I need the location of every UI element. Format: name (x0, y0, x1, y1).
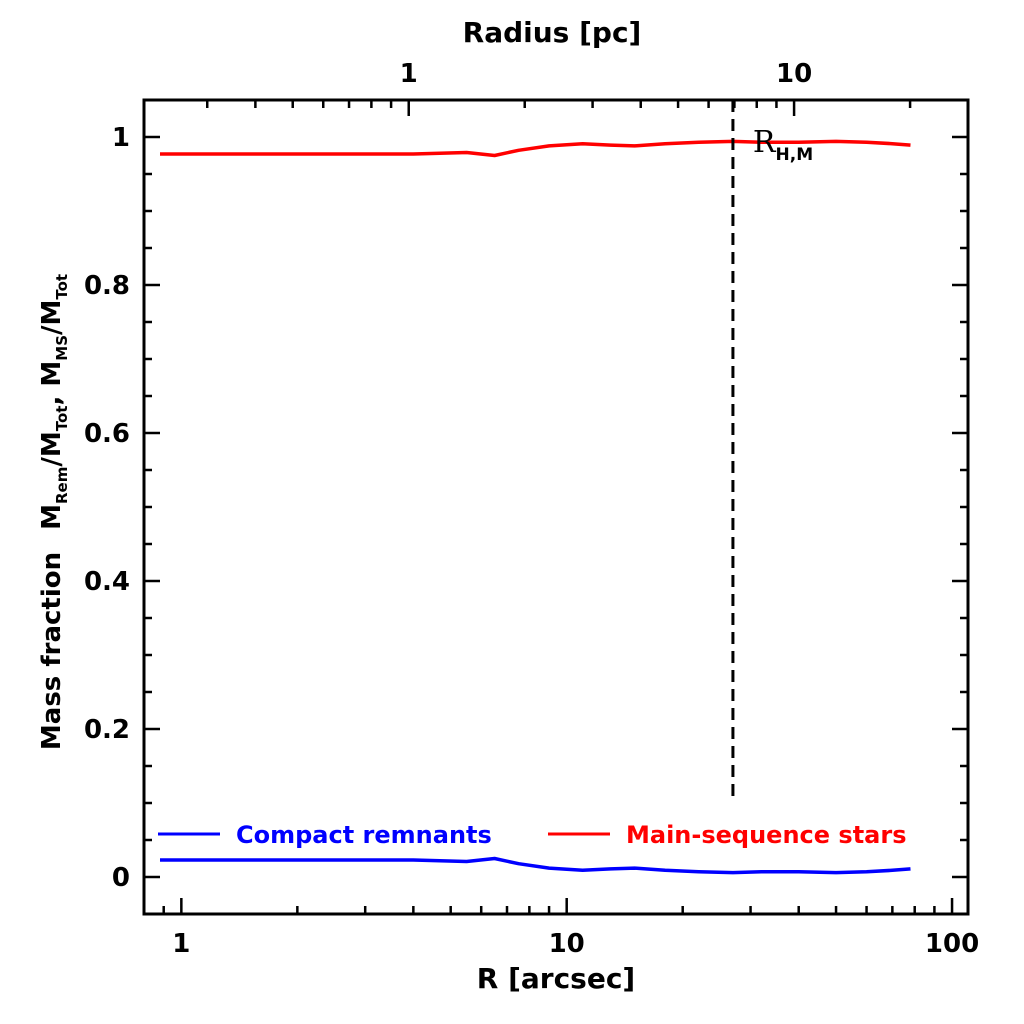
legend-label-compact-remnants: Compact remnants (236, 821, 492, 849)
annotation-base: R (753, 125, 777, 160)
y-axis-rem-over-sub: Tot (53, 406, 71, 432)
y-axis-ms-sub: MS (53, 335, 71, 361)
y-axis-rem-sub: Rem (53, 467, 71, 504)
y-tick-label: 0.4 (84, 567, 130, 597)
top-axis-title: Radius [pc] (463, 16, 642, 49)
y-tick-label: 0.2 (84, 715, 130, 745)
ticks-layer (142, 100, 968, 916)
y-axis-rem-base: M (37, 504, 67, 530)
series-compact-remnants (160, 856, 911, 875)
y-axis-title: Mass fractionMRem/MTot, MMS/MTot (37, 274, 71, 750)
y-axis-rem-over: /M (37, 431, 67, 466)
y-axis-ms-base: M (37, 361, 67, 387)
annotation-sub: H,M (776, 145, 814, 165)
x-tick-label: 100 (925, 929, 979, 959)
x2-tick-label: 10 (776, 59, 812, 89)
y-axis-ms-over-sub: Tot (53, 274, 71, 300)
plot-frame (142, 98, 970, 916)
legend: Compact remnants Main-sequence stars (158, 821, 906, 849)
svg-text:Mass fractionMRem/MTot, MMS/MT: Mass fractionMRem/MTot, MMS/MTot (37, 274, 71, 750)
series-main-sequence (160, 139, 911, 158)
series-layer (160, 139, 911, 875)
x-axis-title: R [arcsec] (477, 962, 635, 995)
x-tick-label: 1 (172, 929, 190, 959)
y-axis-title-main: Mass fraction (37, 552, 67, 750)
x2-tick-label: 1 (400, 59, 418, 89)
legend-label-main-sequence: Main-sequence stars (626, 821, 906, 849)
y-tick-label: 0.8 (84, 271, 130, 301)
half-mass-radius-label: RH,M (753, 125, 813, 165)
y-tick-label: 0 (112, 863, 130, 893)
y-tick-label: 0.6 (84, 419, 130, 449)
y-tick-label: 1 (112, 123, 130, 153)
x-tick-label: 10 (549, 929, 585, 959)
y-axis-separator: , (37, 387, 67, 406)
y-axis-ms-over: /M (37, 300, 67, 335)
